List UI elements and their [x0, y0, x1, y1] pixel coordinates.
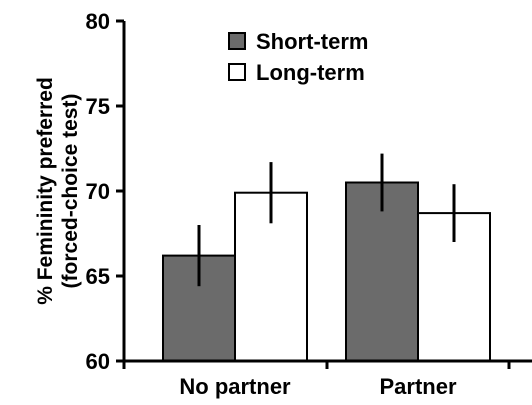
legend: Short-term Long-term: [228, 29, 368, 85]
bar-long-term-partner: [417, 212, 491, 362]
y-axis-title-line2: (forced-choice test): [59, 94, 82, 289]
legend-swatch-short-term: [228, 32, 246, 50]
x-ticks: No partner Partner: [122, 361, 511, 399]
y-tick-label-75: 75: [86, 94, 110, 119]
y-tick-label-65: 65: [86, 264, 110, 289]
x-tick-label-partner: Partner: [379, 374, 456, 399]
bars-layer: [162, 181, 491, 363]
y-axis-title: % Femininity preferred (forced-choice te…: [34, 77, 82, 305]
legend-label-short-term: Short-term: [256, 29, 368, 54]
y-tick-label-80: 80: [86, 9, 110, 34]
legend-label-long-term: Long-term: [256, 60, 365, 85]
x-tick-label-no-partner: No partner: [179, 374, 291, 399]
error-bars-layer: [197, 153, 456, 287]
y-axis-title-line1: % Femininity preferred: [34, 77, 57, 305]
y-ticks: 60 65 70 75 80: [86, 9, 124, 374]
legend-swatch-long-term: [228, 63, 246, 81]
y-tick-label-60: 60: [86, 349, 110, 374]
y-tick-label-70: 70: [86, 179, 110, 204]
bar-short-term-partner: [345, 181, 419, 362]
